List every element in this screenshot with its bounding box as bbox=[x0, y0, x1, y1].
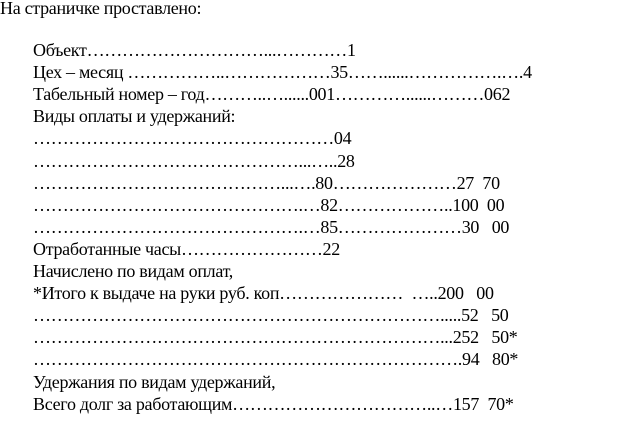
document-line: ……………………………………...….80…………………27 70 bbox=[33, 172, 500, 193]
document-line: ……………………………………………04 bbox=[33, 128, 352, 149]
page-heading: На страничке проставлено: bbox=[0, 0, 202, 18]
document-line: ……………………………………….…85…………………30 00 bbox=[33, 216, 510, 237]
document-line: Объект…………………………...…………1 bbox=[33, 40, 356, 60]
document-line: Виды оплаты и удержаний: bbox=[33, 106, 236, 127]
document-line: Всего долг за работающим……………………………..…15… bbox=[33, 393, 514, 414]
document-line: ……………………………………….…82………………..100 00 bbox=[33, 194, 505, 215]
document-line: ……………………………………………………………...252 50* bbox=[33, 327, 518, 348]
document-line: Табельный номер – год………..…......001…………… bbox=[33, 84, 511, 105]
document-line: Отработанные часы……………………22 bbox=[33, 238, 340, 259]
document-line: ………………………………………...…..28 bbox=[33, 150, 355, 171]
document-line: Удержания по видам удержаний, bbox=[33, 371, 276, 392]
document-line: Начислено по видам оплат, bbox=[33, 261, 234, 281]
document-line: ……………………………………………………………….94 80* bbox=[33, 349, 519, 370]
document-line: *Итого к выдаче на руки руб. коп………………… … bbox=[33, 283, 494, 304]
document-line: Цех – месяц ……………..………………35……......……………… bbox=[33, 62, 532, 83]
document-line: …………………………………………………………….....52 50 bbox=[33, 305, 509, 326]
